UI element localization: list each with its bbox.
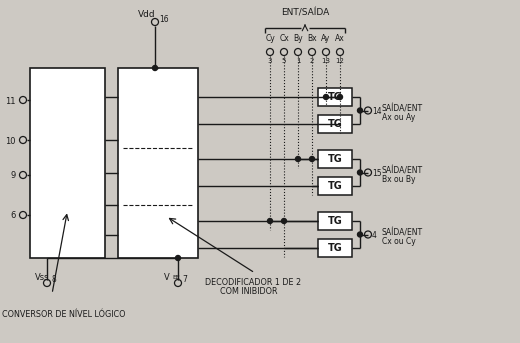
Circle shape bbox=[152, 66, 158, 71]
Text: Ax ou Ay: Ax ou Ay bbox=[382, 114, 415, 122]
Text: TG: TG bbox=[328, 92, 342, 102]
Text: TG: TG bbox=[328, 243, 342, 253]
Circle shape bbox=[295, 156, 301, 162]
Bar bbox=[318, 150, 352, 168]
Text: 11: 11 bbox=[6, 96, 16, 106]
Text: SAÍDA/ENT: SAÍDA/ENT bbox=[382, 105, 423, 114]
Text: 15: 15 bbox=[372, 169, 382, 178]
Text: TG: TG bbox=[328, 119, 342, 129]
Bar bbox=[318, 239, 352, 257]
Text: 13: 13 bbox=[321, 58, 331, 64]
Text: Vdd: Vdd bbox=[138, 10, 156, 19]
Circle shape bbox=[358, 170, 362, 175]
Text: Cx ou Cy: Cx ou Cy bbox=[382, 237, 416, 247]
Text: Bx: Bx bbox=[307, 34, 317, 43]
Text: 8: 8 bbox=[51, 275, 56, 284]
Text: 16: 16 bbox=[159, 14, 168, 24]
Text: DECODIFICADOR 1 DE 2: DECODIFICADOR 1 DE 2 bbox=[205, 278, 301, 287]
Bar bbox=[30, 68, 105, 258]
Text: 3: 3 bbox=[268, 58, 272, 64]
Circle shape bbox=[267, 218, 272, 224]
Text: 7: 7 bbox=[182, 275, 187, 284]
Text: SAÍDA/ENT: SAÍDA/ENT bbox=[382, 166, 423, 176]
Circle shape bbox=[358, 232, 362, 237]
Text: 1: 1 bbox=[296, 58, 300, 64]
Text: TG: TG bbox=[328, 181, 342, 191]
Text: Cy: Cy bbox=[265, 34, 275, 43]
Text: 14: 14 bbox=[372, 107, 382, 116]
Text: 12: 12 bbox=[335, 58, 344, 64]
Bar bbox=[118, 68, 198, 258]
Text: 6: 6 bbox=[10, 212, 16, 221]
Circle shape bbox=[323, 95, 329, 99]
Circle shape bbox=[358, 108, 362, 113]
Bar bbox=[318, 115, 352, 133]
Text: Ax: Ax bbox=[335, 34, 345, 43]
Text: Ay: Ay bbox=[321, 34, 331, 43]
Text: TG: TG bbox=[328, 216, 342, 226]
Text: CONVERSOR DE NÍVEL LÓGICO: CONVERSOR DE NÍVEL LÓGICO bbox=[2, 310, 125, 319]
Text: 5: 5 bbox=[282, 58, 286, 64]
Text: 10: 10 bbox=[6, 137, 16, 145]
Text: COM INIBIDOR: COM INIBIDOR bbox=[220, 287, 278, 296]
Text: 4: 4 bbox=[372, 231, 377, 240]
Circle shape bbox=[176, 256, 180, 260]
Text: 2: 2 bbox=[310, 58, 314, 64]
Bar bbox=[318, 177, 352, 195]
Text: SAÍDA/ENT: SAÍDA/ENT bbox=[382, 228, 423, 237]
Text: Bx ou By: Bx ou By bbox=[382, 176, 415, 185]
Text: V: V bbox=[164, 273, 170, 282]
Bar bbox=[318, 212, 352, 230]
Text: EE: EE bbox=[172, 275, 180, 280]
Text: ENT/SAÍDA: ENT/SAÍDA bbox=[281, 8, 329, 17]
Text: By: By bbox=[293, 34, 303, 43]
Text: Vss: Vss bbox=[35, 273, 49, 282]
Circle shape bbox=[309, 156, 315, 162]
Circle shape bbox=[281, 218, 287, 224]
Text: 9: 9 bbox=[11, 172, 16, 180]
Text: TG: TG bbox=[328, 154, 342, 164]
Bar bbox=[318, 88, 352, 106]
Text: Cx: Cx bbox=[279, 34, 289, 43]
Circle shape bbox=[337, 95, 343, 99]
